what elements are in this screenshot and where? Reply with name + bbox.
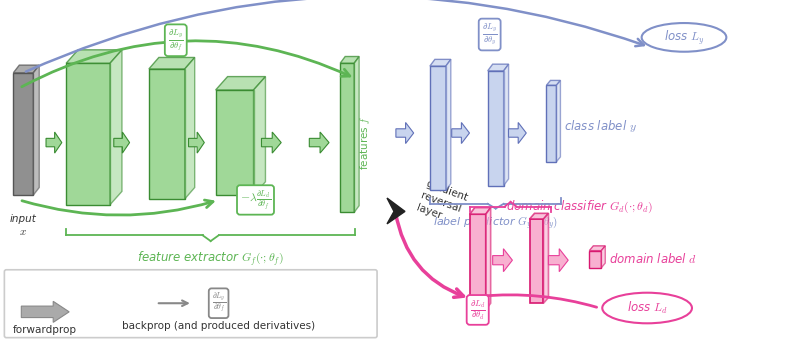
Polygon shape — [113, 132, 129, 153]
Polygon shape — [530, 213, 549, 219]
Polygon shape — [110, 50, 122, 205]
Text: loss $L_y$: loss $L_y$ — [664, 28, 704, 47]
Polygon shape — [340, 63, 354, 212]
Polygon shape — [601, 246, 605, 268]
Text: domain label $d$: domain label $d$ — [609, 252, 697, 266]
Polygon shape — [488, 64, 508, 71]
Polygon shape — [546, 81, 561, 85]
FancyBboxPatch shape — [5, 270, 377, 338]
Text: class label $y$: class label $y$ — [565, 118, 638, 134]
Text: gradient
reversal
layer: gradient reversal layer — [415, 178, 469, 227]
Polygon shape — [21, 301, 69, 322]
Polygon shape — [149, 57, 195, 69]
Polygon shape — [488, 71, 504, 186]
Polygon shape — [340, 56, 359, 63]
Polygon shape — [504, 64, 508, 186]
Text: $\frac{\partial L_y}{\partial \theta_y}$: $\frac{\partial L_y}{\partial \theta_y}$ — [482, 22, 497, 47]
Polygon shape — [262, 132, 282, 153]
Text: forwardprop: forwardprop — [13, 325, 77, 335]
Text: $-\lambda\frac{\partial L_d}{\partial \theta_f}$: $-\lambda\frac{\partial L_d}{\partial \t… — [240, 188, 271, 212]
Text: $x$: $x$ — [19, 227, 27, 237]
Polygon shape — [430, 66, 446, 190]
Text: label predictor $G_y(\cdot;\theta_y)$: label predictor $G_y(\cdot;\theta_y)$ — [433, 214, 558, 231]
Polygon shape — [216, 76, 266, 90]
Text: input: input — [10, 214, 36, 224]
Ellipse shape — [642, 23, 726, 52]
Polygon shape — [485, 208, 491, 310]
Text: $\frac{\partial L_y}{\partial \theta_f}$: $\frac{\partial L_y}{\partial \theta_f}$ — [168, 28, 184, 53]
Polygon shape — [354, 56, 359, 212]
Text: feature extractor $G_f(\cdot;\theta_f)$: feature extractor $G_f(\cdot;\theta_f)$ — [137, 250, 284, 268]
Polygon shape — [508, 122, 527, 143]
Polygon shape — [469, 208, 491, 214]
Polygon shape — [13, 73, 33, 195]
Polygon shape — [189, 132, 205, 153]
Polygon shape — [589, 251, 601, 268]
Text: loss $L_d$: loss $L_d$ — [626, 300, 668, 316]
Ellipse shape — [602, 293, 692, 323]
Polygon shape — [557, 81, 561, 162]
Polygon shape — [543, 213, 549, 303]
Text: $\frac{\partial L_y}{\partial \theta_f}$: $\frac{\partial L_y}{\partial \theta_f}$ — [212, 291, 226, 315]
Text: $\frac{\partial L_d}{\partial \theta_d}$: $\frac{\partial L_d}{\partial \theta_d}$ — [469, 298, 485, 322]
Polygon shape — [254, 76, 266, 195]
Polygon shape — [492, 249, 512, 272]
Polygon shape — [446, 59, 450, 190]
Polygon shape — [549, 249, 569, 272]
Text: features $f$: features $f$ — [358, 116, 372, 170]
Polygon shape — [66, 50, 122, 63]
Polygon shape — [185, 57, 195, 199]
Polygon shape — [589, 246, 605, 251]
Polygon shape — [13, 65, 40, 73]
Text: domain classifier $G_d(\cdot;\theta_d)$: domain classifier $G_d(\cdot;\theta_d)$ — [506, 199, 653, 215]
Polygon shape — [149, 69, 185, 199]
Text: backprop (and produced derivatives): backprop (and produced derivatives) — [122, 321, 315, 332]
Polygon shape — [452, 122, 469, 143]
Polygon shape — [396, 122, 414, 143]
Polygon shape — [46, 132, 62, 153]
Polygon shape — [66, 63, 110, 205]
Polygon shape — [430, 59, 450, 66]
Polygon shape — [309, 132, 329, 153]
Polygon shape — [469, 214, 485, 310]
Polygon shape — [530, 219, 543, 303]
Polygon shape — [387, 198, 405, 224]
Polygon shape — [546, 85, 557, 162]
Polygon shape — [33, 65, 40, 195]
Polygon shape — [216, 90, 254, 195]
